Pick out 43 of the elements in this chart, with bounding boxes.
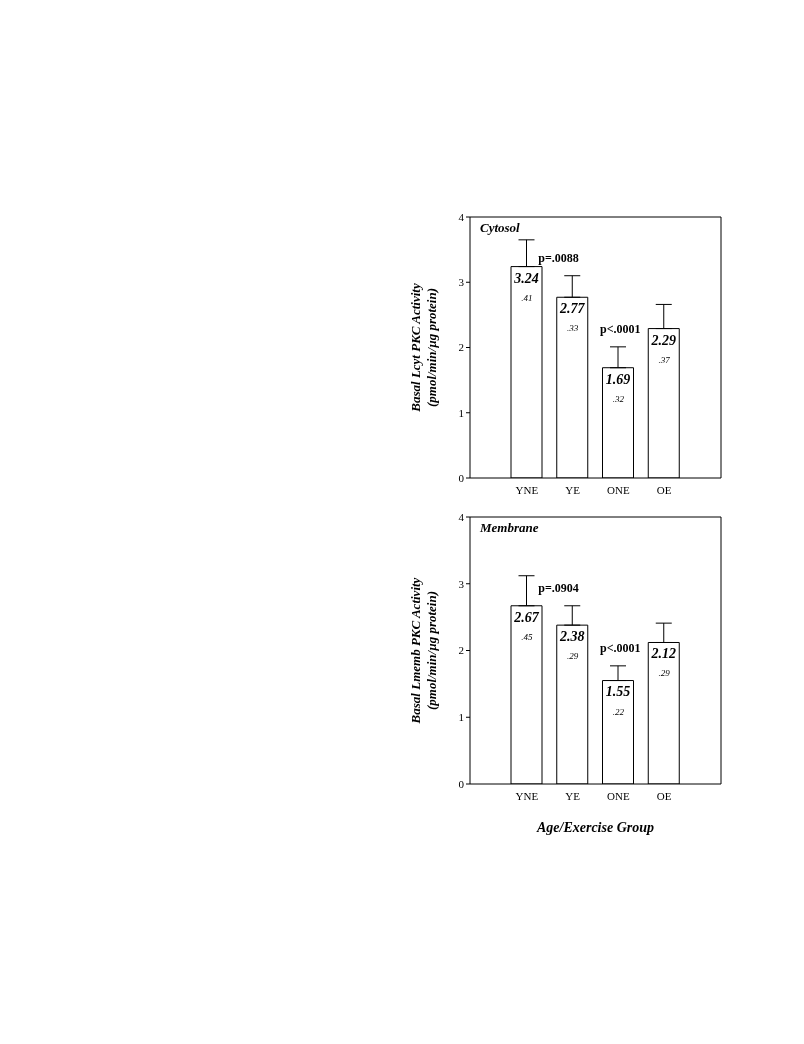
- y-tick-label: 2: [458, 341, 464, 354]
- annotation: .41: [521, 292, 533, 303]
- data-label: 3.24: [513, 270, 539, 286]
- data-label: 2.77: [559, 301, 586, 317]
- y-tick-label: 4: [458, 510, 465, 523]
- y-tick-label: 1: [458, 711, 464, 724]
- y-tick-label: 4: [458, 210, 465, 223]
- annotation: .32: [612, 393, 625, 404]
- x-tick-label: ONE: [607, 483, 630, 496]
- y-tick-label: 2: [458, 644, 464, 657]
- annotation: .29: [658, 668, 671, 679]
- x-tick-label: YNE: [515, 789, 539, 802]
- annotation: .37: [658, 354, 671, 365]
- data-label: 2.67: [513, 609, 540, 625]
- x-tick-label: OE: [656, 789, 672, 802]
- x-tick-label: YNE: [515, 483, 539, 496]
- data-label: 2.29: [650, 332, 676, 348]
- y-axis-title: Basal Lmemb PKC Activity (pmol/min/µg protein): [408, 577, 439, 725]
- y-tick-label: 3: [458, 577, 465, 590]
- annotation: p<.0001: [600, 640, 641, 655]
- annotation: p=.0088: [538, 250, 579, 265]
- y-axis-title: Basal Lcyt PKC Activity (pmol/min/µg protein): [408, 283, 439, 413]
- data-label: 2.38: [559, 629, 585, 645]
- x-axis-title: Age/Exercise Group: [535, 820, 655, 835]
- data-label: 1.55: [605, 684, 631, 700]
- x-tick-label: YE: [565, 483, 581, 496]
- chart-title: Membrane: [480, 520, 539, 536]
- annotation: p=.0904: [538, 580, 579, 595]
- chart-title: Cytosol: [480, 220, 520, 236]
- annotation: p<.0001: [600, 321, 641, 336]
- x-tick-label: ONE: [607, 789, 630, 802]
- y-tick-label: 3: [458, 276, 465, 289]
- annotation: .22: [612, 706, 625, 717]
- x-tick-label: YE: [565, 789, 581, 802]
- annotation: .29: [567, 651, 579, 662]
- data-label: 1.69: [605, 371, 631, 387]
- data-label: 2.12: [650, 646, 676, 662]
- annotation: .45: [521, 631, 533, 642]
- y-tick-label: 0: [458, 777, 465, 790]
- x-tick-label: OE: [656, 483, 672, 496]
- annotation: .33: [567, 323, 579, 334]
- y-tick-label: 0: [458, 471, 465, 484]
- y-tick-label: 1: [458, 406, 464, 419]
